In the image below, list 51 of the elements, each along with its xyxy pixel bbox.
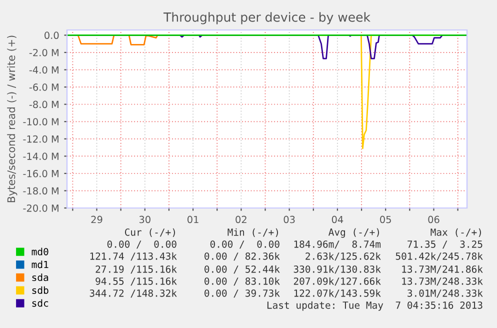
x-tick-label: 01 <box>187 216 198 224</box>
y-tick-label: -2.0 M <box>29 48 58 56</box>
legend-label: sdb <box>32 286 48 294</box>
text: 0.00 / 82.36k <box>204 252 280 261</box>
y-tick-label: -10.0 M <box>23 118 58 126</box>
legend-label: md1 <box>32 260 48 268</box>
text: 121.74 /113.43k <box>90 252 177 261</box>
text: 13.73M/241.86k <box>402 265 483 274</box>
y-tick-label: -12.0 M <box>23 135 58 143</box>
text: 207.09k/127.66k <box>294 277 381 286</box>
y-tick-label: -18.0 M <box>23 187 58 195</box>
text: 330.91k/130.83k <box>294 265 381 274</box>
text: 0.00 / 0.00 <box>210 240 280 249</box>
text: Last update: Tue May 7 04:35:16 2013 <box>267 301 482 311</box>
text: 13.73M/248.33k <box>402 277 483 286</box>
text: 27.19 /115.16k <box>96 265 177 274</box>
x-tick-label: 03 <box>284 216 295 224</box>
text: 0.00 / 83.10k <box>204 277 280 286</box>
chart-title: Throughput per device - by week <box>163 12 370 24</box>
text: 344.72 /148.32k <box>90 289 177 298</box>
text: 0.00 / 39.73k <box>204 289 280 298</box>
text: Max (-/+) <box>430 228 481 237</box>
text: 2.63k/125.62k <box>306 252 381 261</box>
text: 94.55 /115.16k <box>96 277 177 286</box>
text: 0.00 / 0.00 <box>107 240 176 249</box>
x-tick-label: 29 <box>91 216 102 224</box>
legend-label: md0 <box>32 248 48 256</box>
y-tick-label: -4.0 M <box>29 66 58 74</box>
y-tick-label: -20.0 M <box>23 204 58 212</box>
legend-label: sda <box>32 274 48 282</box>
y-tick-label: -6.0 M <box>29 84 58 91</box>
y-tick-label: 0.0 <box>44 32 59 40</box>
x-tick-label: 30 <box>139 216 150 224</box>
text: Cur (-/+) <box>124 228 175 237</box>
y-axis-title: Bytes/second read (-) / write (+) <box>7 36 18 202</box>
x-tick-label: 06 <box>428 216 440 224</box>
x-tick-label: 05 <box>380 216 391 224</box>
text: 0.00 / 52.44k <box>204 265 280 274</box>
text: 3.01M/248.33k <box>408 289 483 298</box>
x-tick-label: 02 <box>236 216 246 224</box>
text: 71.35 / 3.25 <box>408 240 482 249</box>
text: 501.42k/245.78k <box>396 252 483 261</box>
text: Avg (-/+) <box>328 228 379 238</box>
text: 184.96m/ 8.74m <box>294 240 381 249</box>
x-tick-label: 04 <box>332 216 344 224</box>
legend-label: sdc <box>32 299 48 307</box>
y-tick-label: -14.0 M <box>23 152 58 160</box>
text: Min (-/+) <box>228 228 278 237</box>
text: 122.07k/143.59k <box>294 289 381 298</box>
y-tick-label: -16.0 M <box>23 170 58 178</box>
y-tick-label: -8.0 M <box>29 100 58 108</box>
